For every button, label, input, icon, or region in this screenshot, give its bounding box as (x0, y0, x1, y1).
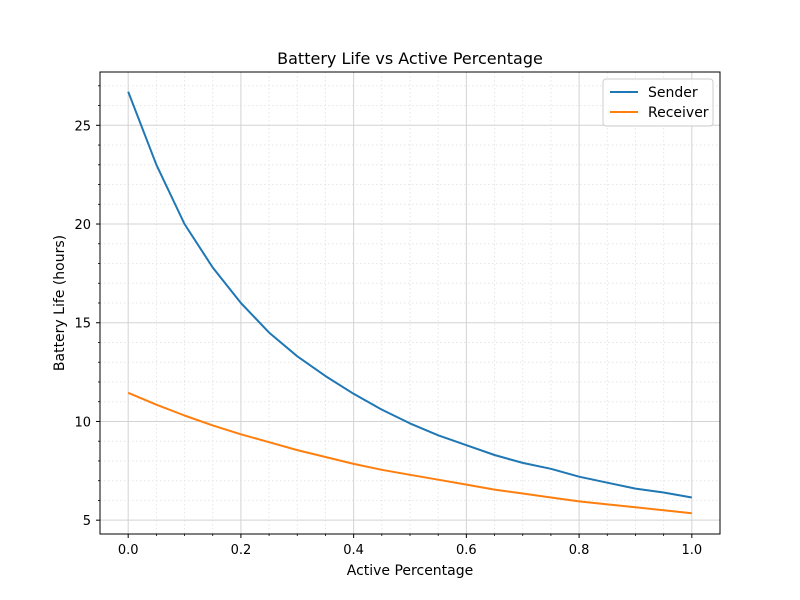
y-tick-label: 15 (74, 317, 91, 332)
series-layer (127, 91, 692, 515)
y-tick-label: 5 (83, 514, 91, 529)
series-line-receiver (127, 391, 692, 515)
chart-title: Battery Life vs Active Percentage (277, 49, 543, 68)
minor-grid (100, 72, 720, 534)
legend-sender-label: Sender (648, 85, 698, 101)
series-line-sender (127, 91, 692, 499)
legend-receiver-label: Receiver (648, 105, 709, 121)
y-tick-label: 10 (74, 415, 91, 430)
x-tick-label: 0.2 (231, 543, 252, 558)
y-tick-label: 25 (74, 119, 91, 134)
x-tick-label: 0.4 (343, 543, 364, 558)
x-axis-label: Active Percentage (347, 563, 474, 579)
axis-ticks: 0.0 0.2 0.4 0.6 0.8 1.0 5 10 15 20 25 (74, 85, 702, 558)
x-tick-label: 0.0 (118, 543, 139, 558)
y-axis-label: Battery Life (hours) (52, 235, 68, 371)
x-tick-label: 1.0 (681, 543, 702, 558)
legend-box (602, 78, 714, 127)
x-tick-label: 0.6 (456, 543, 477, 558)
y-tick-label: 20 (74, 218, 91, 233)
x-tick-label: 0.8 (569, 543, 590, 558)
legend: Sender Receiver (602, 78, 714, 127)
